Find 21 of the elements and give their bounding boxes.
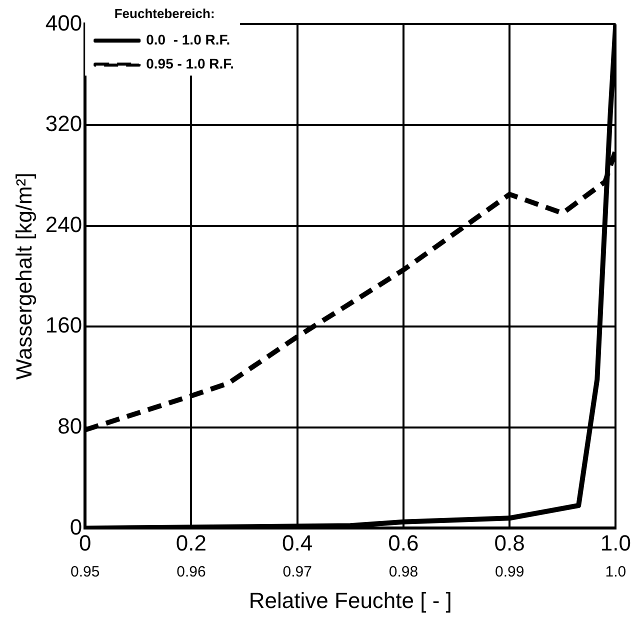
- y-tick-label: 400: [45, 10, 82, 36]
- y-tick-label: 320: [45, 111, 82, 136]
- y-tick-label: 160: [45, 312, 82, 338]
- x2-tick-label: 1.0: [605, 564, 626, 581]
- x2-tick-label: 0.96: [176, 564, 206, 581]
- x-tick-label: 0.2: [176, 530, 207, 556]
- x2-tick-label: 0.95: [70, 564, 100, 581]
- x-tick-label: 0.6: [388, 530, 419, 556]
- x2-tick-label: 0.98: [388, 564, 418, 581]
- legend-label: 0.95 - 1.0 R.F.: [146, 55, 234, 72]
- x-tick-label: 0.8: [494, 530, 525, 556]
- x-tick-label: 1.0: [600, 530, 632, 556]
- legend-label: 0.0 - 1.0 R.F.: [146, 31, 230, 48]
- y-axis-title: Wassergehalt [kg/m²]: [11, 172, 36, 380]
- y-tick-label: 240: [45, 212, 82, 237]
- legend-title: Feuchtebereich:: [114, 6, 215, 22]
- x2-tick-label: 0.99: [494, 564, 524, 581]
- x-tick-label: 0.4: [282, 530, 313, 556]
- x-axis-title: Relative Feuchte [ - ]: [248, 588, 452, 613]
- x2-tick-label: 0.97: [282, 564, 312, 581]
- y-tick-label: 80: [58, 413, 82, 438]
